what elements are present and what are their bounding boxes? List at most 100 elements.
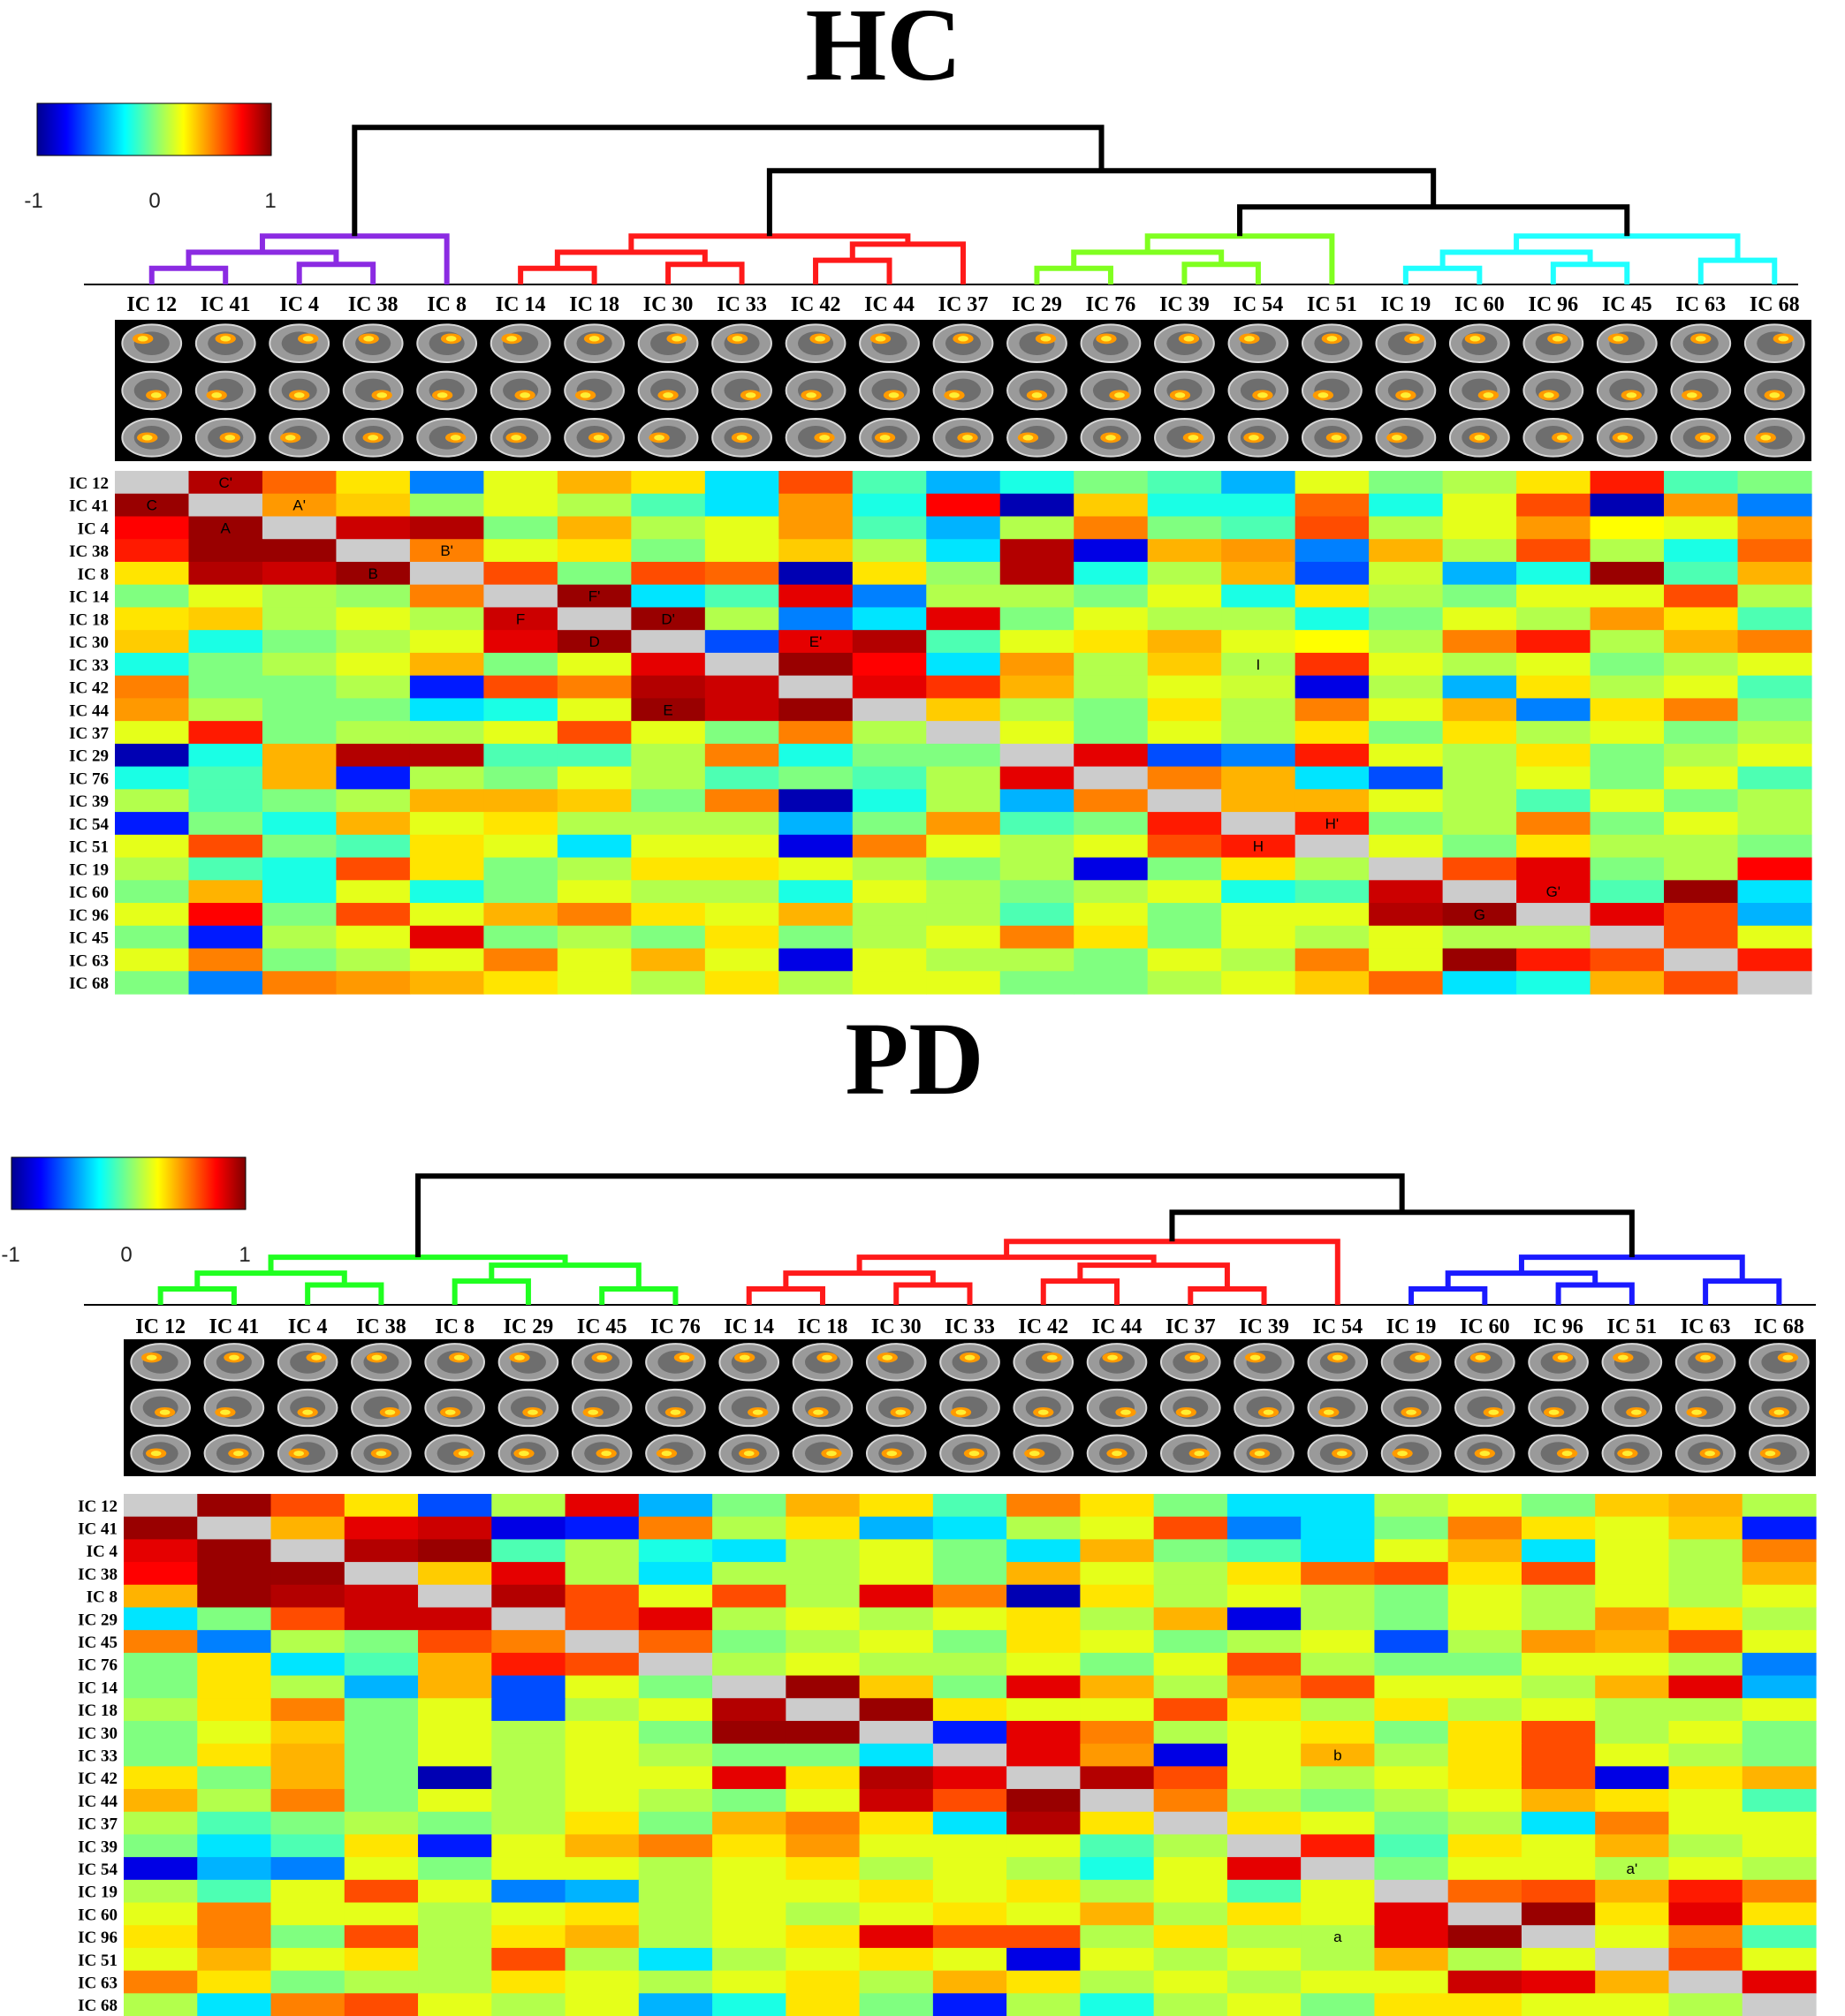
heatmap-cell [852, 812, 927, 836]
heatmap-cell [483, 539, 558, 563]
activation-core [311, 1354, 322, 1360]
heatmap-cell [557, 652, 632, 677]
row-label: IC 44 [78, 1792, 118, 1811]
heatmap-cell [336, 584, 411, 609]
heatmap-cell [859, 1970, 934, 1994]
heatmap-cell [188, 834, 263, 859]
heatmap-cell [1668, 1857, 1743, 1881]
heatmap-cell [1742, 1516, 1817, 1540]
row-label: IC 44 [69, 701, 109, 720]
heatmap-cell [778, 516, 854, 540]
heatmap-cell [926, 743, 1001, 768]
activation-core [520, 392, 530, 398]
heatmap-cell [1516, 493, 1591, 518]
activation-core [511, 435, 521, 441]
heatmap-cell [932, 1834, 1007, 1858]
heatmap-cell [638, 1516, 713, 1540]
heatmap-cell [1080, 1902, 1155, 1926]
heatmap-cell [491, 1584, 566, 1609]
heatmap-cell [1221, 630, 1296, 654]
heatmap-cell [932, 1516, 1007, 1540]
heatmap-cell [336, 561, 411, 586]
heatmap-cell [409, 971, 484, 995]
heatmap-cell [1742, 1652, 1817, 1677]
heatmap-cell [1521, 1766, 1596, 1790]
activation-core [453, 1354, 465, 1360]
heatmap-cell [1153, 1993, 1228, 2016]
heatmap-cell [1221, 812, 1296, 836]
heatmap-cell [1595, 1857, 1670, 1881]
heatmap-cell [124, 1766, 198, 1790]
heatmap-cell [932, 1630, 1007, 1654]
column-label: IC 54 [1234, 293, 1284, 316]
heatmap-cell [1369, 857, 1444, 881]
heatmap-cell [1742, 1879, 1817, 1904]
heatmap-cell [712, 1811, 786, 1836]
heatmap-cell [778, 561, 854, 586]
cell-annotation: C' [218, 474, 232, 491]
heatmap-cell [1074, 561, 1149, 586]
heatmap-cell [932, 1494, 1007, 1518]
heatmap-cell [1295, 880, 1370, 904]
heatmap-cell [1006, 1970, 1081, 1994]
heatmap-cell [344, 1584, 419, 1609]
heatmap-cell [1006, 1925, 1081, 1949]
heatmap-cell [1374, 1584, 1449, 1609]
heatmap-cell [999, 698, 1074, 722]
heatmap-cell [704, 880, 779, 904]
heatmap-cell [1147, 812, 1222, 836]
heatmap-cell [926, 493, 1001, 518]
heatmap-cell [115, 698, 190, 722]
heatmap-cell [1369, 743, 1444, 768]
heatmap-cell [557, 903, 632, 927]
heatmap-cell [188, 584, 263, 609]
heatmap-cell [999, 743, 1074, 768]
column-label: IC 14 [724, 1315, 774, 1338]
heatmap [115, 471, 1812, 995]
heatmap-cell [852, 630, 927, 654]
heatmap-cell [1595, 1879, 1670, 1904]
heatmap-cell [1521, 1698, 1596, 1722]
heatmap-cell [1668, 1811, 1743, 1836]
heatmap-cell [638, 1925, 713, 1949]
heatmap-cell [1369, 812, 1444, 836]
activation-core [1700, 1354, 1711, 1360]
activation-core [506, 336, 517, 342]
activation-core [826, 1451, 837, 1457]
row-label: IC 76 [69, 769, 109, 788]
heatmap-cell [852, 721, 927, 745]
heatmap-cell [344, 1607, 419, 1631]
column-label: IC 63 [1681, 1315, 1731, 1338]
heatmap-cell [932, 1925, 1007, 1949]
heatmap-cell [1074, 721, 1149, 745]
column-label: IC 45 [1602, 293, 1652, 316]
heatmap-cell [1301, 1516, 1376, 1540]
heatmap-cell [1080, 1698, 1155, 1722]
heatmap-cell [1742, 1857, 1817, 1881]
heatmap-cell [999, 925, 1074, 950]
heatmap-cell [344, 1857, 419, 1881]
heatmap-cell [1221, 721, 1296, 745]
heatmap-cell [704, 561, 779, 586]
heatmap-cell [638, 1947, 713, 1972]
heatmap-cell [999, 812, 1074, 836]
heatmap-cell [852, 766, 927, 790]
activation-core [596, 1354, 608, 1360]
activation-core [739, 1354, 750, 1360]
heatmap-cell [1590, 584, 1665, 609]
heatmap-cell [638, 1834, 713, 1858]
heatmap-cell [1147, 630, 1222, 654]
heatmap-cell [932, 1675, 1007, 1699]
heatmap-cell [1516, 857, 1591, 881]
heatmap [124, 1494, 1817, 2016]
cell-annotation: G' [1546, 883, 1560, 900]
heatmap-cell [262, 743, 338, 768]
heatmap-cell [1447, 1993, 1522, 2016]
dendrogram-root-link [1237, 204, 1630, 237]
heatmap-cell [197, 1698, 272, 1722]
activation-core [813, 1409, 824, 1415]
heatmap-cell [1080, 1970, 1155, 1994]
row-label: IC 38 [78, 1565, 118, 1584]
heatmap-cell [1742, 1947, 1817, 1972]
heatmap-cell [999, 584, 1074, 609]
